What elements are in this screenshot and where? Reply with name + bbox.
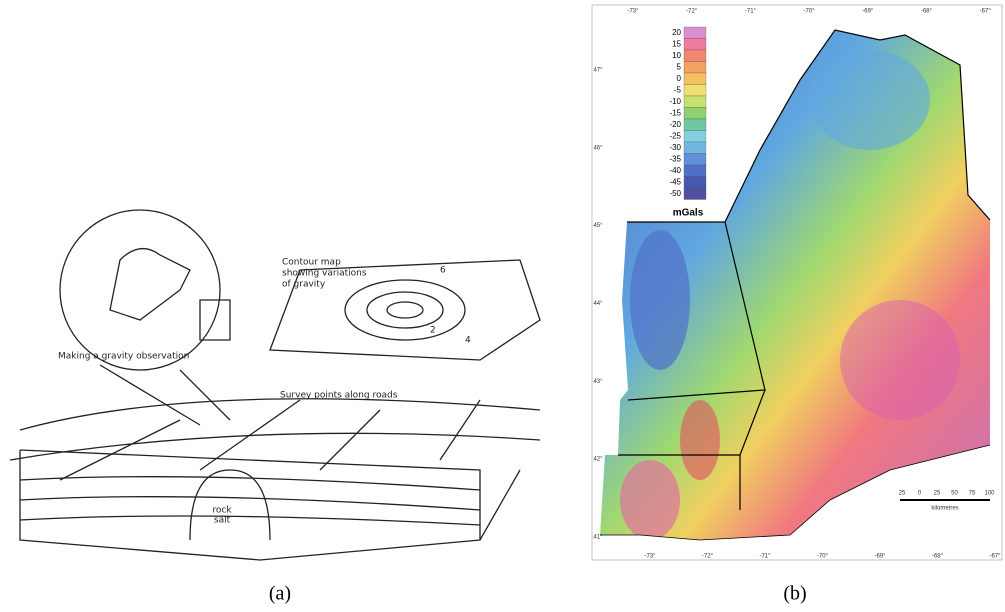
contour-label: 2 [430,326,436,336]
colorbar-label: -45 [669,178,681,187]
lon-label: -71° [759,554,771,560]
caption: (b) [783,583,806,605]
scale-unit: kilometres [931,506,958,512]
contour-label: 4 [465,336,471,346]
label: of gravity [282,280,326,290]
colorbar-swatch [683,130,707,143]
scale-label: 50 [951,491,958,497]
colorbar-swatch [683,84,707,97]
colorbar-swatch [683,26,707,39]
colorbar-label: 0 [677,74,682,83]
lat-label: 45° [593,223,603,229]
colorbar-label: -25 [669,132,681,141]
colorbar-label: -20 [669,120,681,129]
colorbar-swatch [683,164,707,177]
lon-label: -72° [702,554,714,560]
lat-label: 41° [593,534,603,540]
colorbar-swatch [683,38,707,51]
lon-label: -70° [817,554,829,560]
lat-label: 42° [593,457,603,463]
label: Survey points along roads [280,391,398,401]
label: Making a gravity observation [58,352,189,362]
lon-label: -69° [862,9,874,15]
contour-label: 6 [440,266,446,276]
panel-a-sketch [9,209,541,561]
colorbar-label: -10 [669,97,681,106]
colorbar-label: -50 [669,189,681,198]
colorbar-swatch [683,176,707,189]
lon-label: -71° [745,9,757,15]
colorbar-label: 15 [672,40,681,49]
lon-label: -69° [874,554,886,560]
lat-label: 47° [593,68,603,74]
lat-label: 43° [593,379,603,385]
lon-label: -70° [804,9,816,15]
lon-label: -72° [686,9,698,15]
caption: (a) [269,583,291,605]
colorbar-swatch [683,107,707,120]
colorbar-label: -35 [669,155,681,164]
colorbar-label: -5 [674,86,682,95]
scale-label: 75 [969,491,976,497]
colorbar-label: -15 [669,109,681,118]
scale-label: 0 [918,491,922,497]
lon-label: -68° [932,554,944,560]
colorbar-unit: mGals [673,208,704,219]
colorbar-swatch [683,118,707,131]
colorbar-label: 5 [677,63,682,72]
colorbar-label: -40 [669,166,681,175]
lon-label: -67° [989,554,1001,560]
state-borders [618,29,991,510]
colorbar-swatch [683,187,707,200]
colorbar-swatch [683,49,707,62]
scale-label: 25 [899,491,906,497]
colorbar-label: -30 [669,143,681,152]
map-frame [591,4,1003,561]
colorbar-swatch [683,72,707,85]
lon-label: -67° [980,9,992,15]
scale-label: 25 [934,491,941,497]
coastline [600,444,991,541]
colorbar-label: 10 [672,51,681,60]
label: salt [214,516,231,526]
colorbar-swatch [683,95,707,108]
label: Contour map [282,258,341,268]
colorbar-swatch [683,61,707,74]
lon-label: -73° [644,554,656,560]
colorbar-swatch [683,141,707,154]
lon-label: -73° [627,9,639,15]
lat-label: 46° [593,145,603,151]
colorbar-label: 20 [672,28,681,37]
lon-label: -68° [921,9,933,15]
colorbar-swatch [683,153,707,166]
label: rock [212,506,232,516]
lat-label: 44° [593,301,603,307]
label: showing variations [282,269,367,279]
gravity-map [600,30,990,540]
scale-label: 100 [984,491,995,497]
